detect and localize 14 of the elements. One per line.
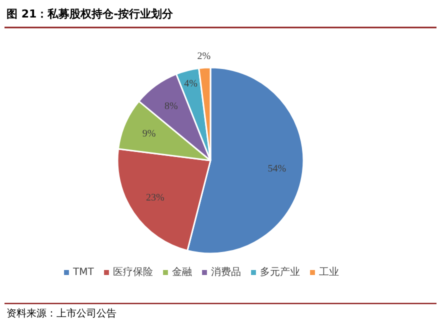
- legend-label: 金融: [172, 266, 192, 279]
- legend-label: TMT: [73, 266, 94, 278]
- legend-label: 消费品: [210, 266, 241, 279]
- text: 资料来源：上市公司公告: [6, 308, 116, 320]
- data-label: 9%: [142, 128, 156, 140]
- chart-title: 图 21：私募股权持仓-按行业划分: [6, 8, 174, 20]
- data-label: 8%: [164, 100, 178, 112]
- data-label: 2%: [197, 51, 211, 62]
- data-label: 54%: [268, 163, 286, 174]
- legend-label: 医疗保险: [112, 266, 153, 279]
- data-label: 23%: [146, 192, 164, 204]
- legend-label: 工业: [318, 266, 339, 279]
- legend-label: 多元产业: [260, 266, 300, 279]
- data-label: 4%: [184, 78, 198, 90]
